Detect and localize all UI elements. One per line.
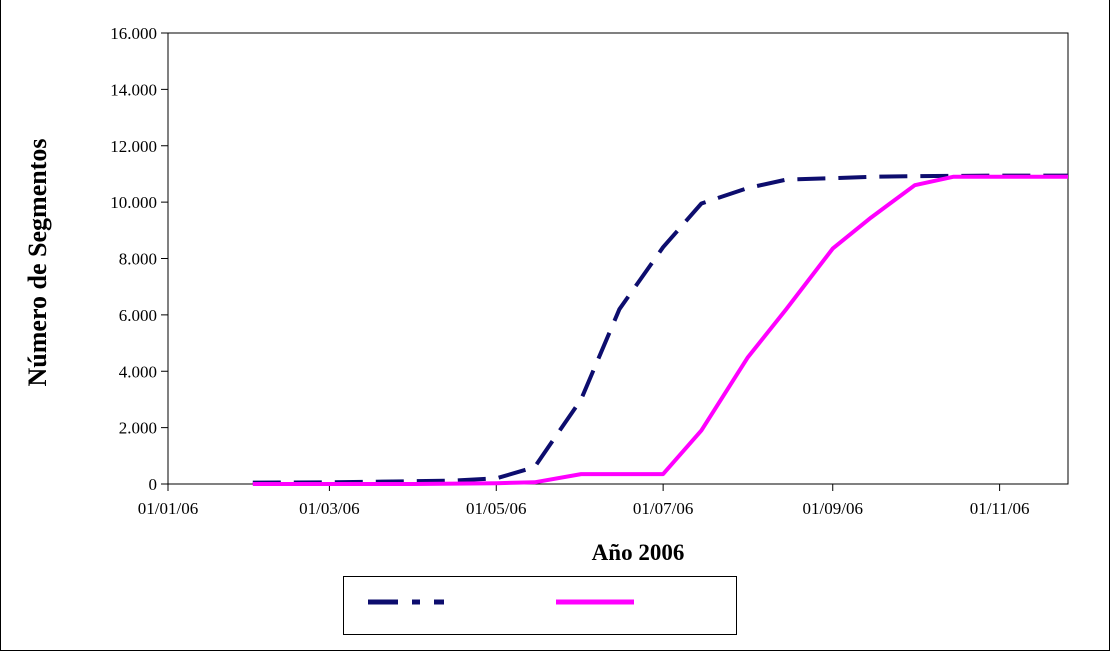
x-tick-label: 01/03/06 bbox=[299, 499, 359, 518]
legend-entry-series-1 bbox=[366, 577, 526, 634]
x-tick-label: 01/05/06 bbox=[466, 499, 526, 518]
x-tick-label: 01/07/06 bbox=[633, 499, 693, 518]
y-axis-title: Número de Segmentos bbox=[23, 139, 52, 387]
y-tick-label: 10.000 bbox=[110, 193, 157, 212]
y-tick-label: 12.000 bbox=[110, 137, 157, 156]
x-tick-label: 01/11/06 bbox=[970, 499, 1030, 518]
y-tick-label: 16.000 bbox=[110, 24, 157, 43]
y-tick-label: 4.000 bbox=[119, 362, 157, 381]
series-line-1 bbox=[252, 173, 1068, 485]
chart-title bbox=[620, 0, 1110, 28]
y-tick-label: 8.000 bbox=[119, 250, 157, 269]
series-line-2 bbox=[252, 174, 1068, 486]
x-tick-label: 01/01/06 bbox=[138, 499, 198, 518]
x-tick-label: 01/09/06 bbox=[803, 499, 863, 518]
y-tick-label: 6.000 bbox=[119, 306, 157, 325]
y-tick-label: 14.000 bbox=[110, 80, 157, 99]
legend-entry-series-2 bbox=[554, 577, 724, 634]
x-axis-title: Año 2006 bbox=[592, 540, 685, 565]
y-tick-label: 0 bbox=[149, 475, 158, 494]
plot-area bbox=[167, 32, 1069, 485]
y-tick-label: 2.000 bbox=[119, 419, 157, 438]
legend-dashed-line-swatch bbox=[368, 599, 444, 605]
legend bbox=[343, 576, 737, 635]
legend-solid-line-swatch bbox=[556, 599, 634, 605]
